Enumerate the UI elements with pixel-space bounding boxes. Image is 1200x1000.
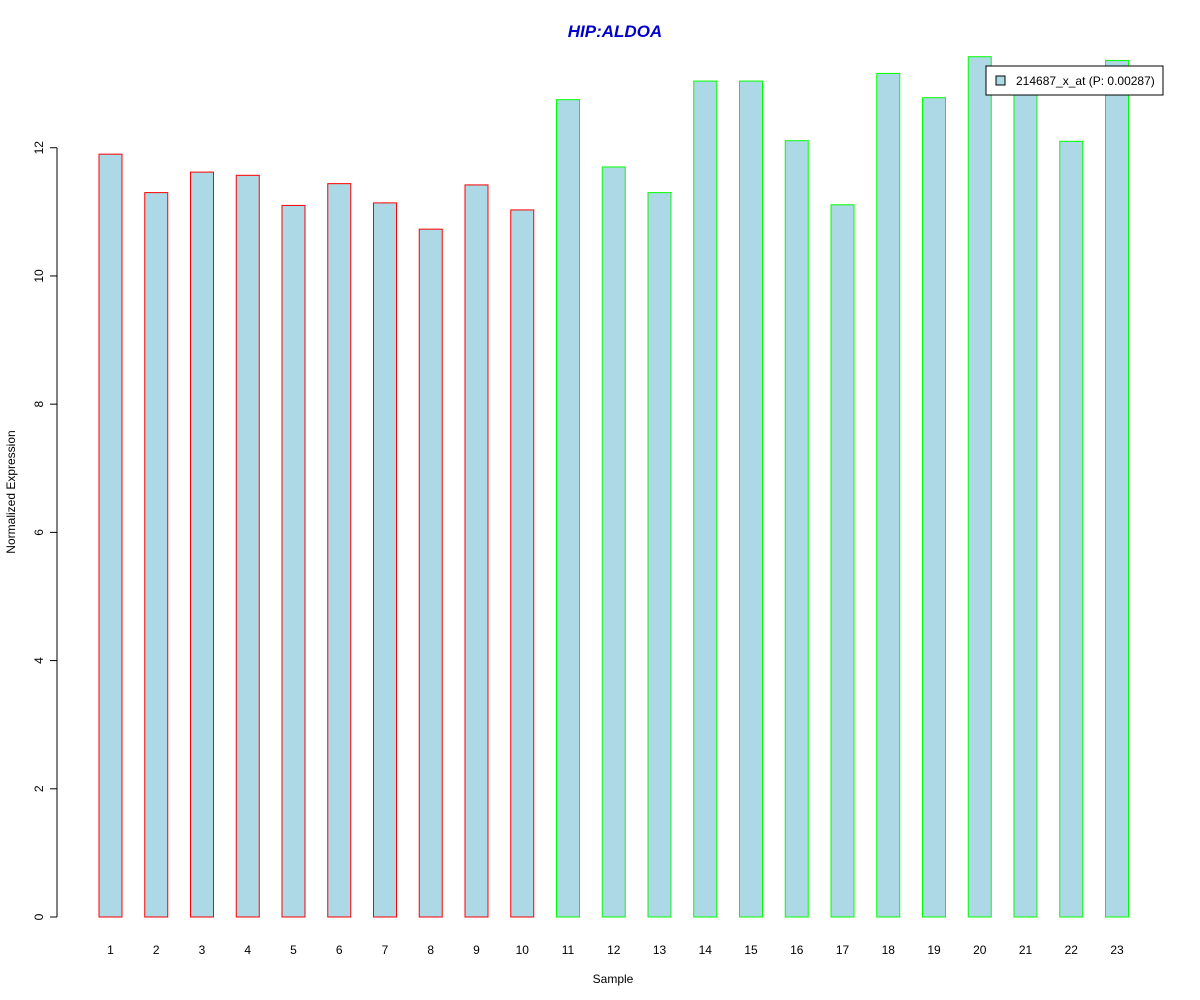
x-tick-label: 17 [836,943,850,957]
bar [1059,140,1084,918]
chart-title: HIP:ALDOA [568,22,662,41]
x-tick-label: 19 [927,943,941,957]
y-axis-title: Normalized Expression [4,430,18,553]
x-tick-label: 20 [973,943,987,957]
x-tick-label: 10 [516,943,530,957]
x-tick-label: 4 [244,943,251,957]
y-tick-label: 8 [32,401,46,408]
x-axis-title: Sample [593,972,634,986]
bar [1105,60,1129,918]
x-tick-label: 11 [562,943,575,957]
bar [190,171,214,918]
x-tick-label: 5 [290,943,297,957]
x-tick-label: 15 [744,943,758,957]
x-tick-label: 13 [653,943,667,957]
legend-swatch [995,75,1006,86]
bar [922,97,946,918]
legend-label: 214687_x_at (P: 0.00287) [1016,74,1155,88]
x-tick-label: 22 [1065,943,1079,957]
y-axis: 0 2 4 6 8 10 12 [32,141,58,920]
bar [693,80,718,918]
x-tick-label: 21 [1019,943,1033,957]
bar [235,174,260,918]
bar [98,153,123,918]
bar [739,80,763,918]
x-tick-label: 1 [107,943,114,957]
bar [601,166,626,918]
bar [418,228,443,918]
bar [876,72,901,918]
x-tick-label: 14 [699,943,713,957]
y-tick-label: 0 [32,913,46,920]
y-tick-label: 4 [32,657,46,664]
legend-box [985,65,1164,96]
x-tick-label: 7 [382,943,389,957]
legend: 214687_x_at (P: 0.00287) [985,65,1164,96]
bar [647,192,672,918]
x-tick-label: 3 [199,943,206,957]
bars [98,56,1129,918]
bar [464,184,489,918]
bar [784,140,809,918]
y-tick-label: 2 [32,785,46,792]
y-tick-label: 12 [32,141,46,155]
x-tick-label: 2 [153,943,160,957]
bar [281,204,306,918]
x-tick-label: 9 [473,943,480,957]
bar [510,209,535,918]
bar [1013,83,1038,918]
bar [830,204,855,918]
bar [327,183,352,918]
bar [373,202,397,918]
x-tick-label: 16 [790,943,804,957]
x-axis: 1 2 3 4 5 6 7 8 9 10 11 12 13 14 15 16 17 18 19 20 21 22 23 [107,943,1124,957]
bar [967,56,992,918]
x-tick-label: 18 [882,943,896,957]
x-tick-label: 12 [607,943,621,957]
y-tick-label: 6 [32,529,46,536]
bar [556,99,580,918]
x-tick-label: 23 [1110,943,1124,957]
bar [144,192,169,918]
x-tick-label: 6 [336,943,343,957]
y-tick-label: 10 [32,269,46,283]
x-tick-label: 8 [427,943,434,957]
